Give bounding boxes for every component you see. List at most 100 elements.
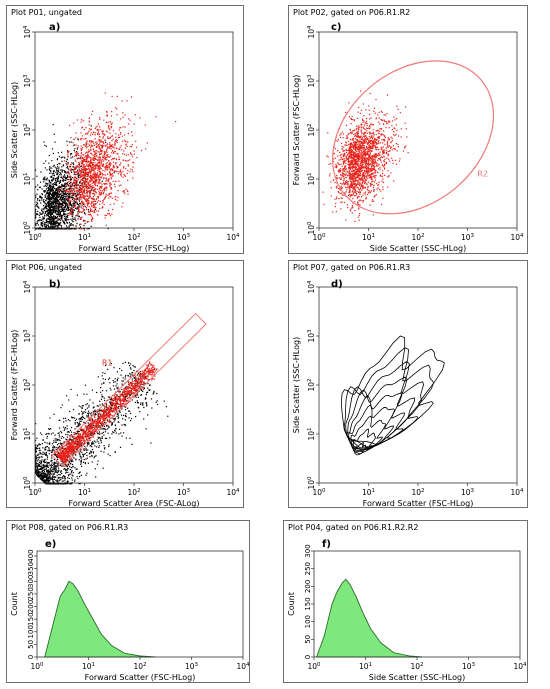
event-point bbox=[106, 111, 108, 113]
event-point bbox=[71, 177, 74, 179]
event-point bbox=[113, 157, 116, 160]
event-point bbox=[359, 90, 362, 92]
event-point bbox=[98, 159, 100, 161]
event-point bbox=[129, 119, 131, 121]
event-point bbox=[352, 138, 354, 140]
event-point bbox=[53, 217, 55, 219]
event-point bbox=[52, 183, 55, 185]
event-point bbox=[61, 151, 63, 153]
event-point bbox=[364, 139, 366, 141]
event-point bbox=[73, 138, 75, 140]
event-point bbox=[81, 204, 83, 207]
event-point bbox=[59, 228, 61, 230]
event-point bbox=[49, 166, 51, 168]
event-point bbox=[94, 183, 96, 186]
event-point bbox=[105, 224, 107, 226]
event-point bbox=[117, 171, 119, 173]
event-point bbox=[112, 130, 115, 132]
event-point bbox=[105, 145, 107, 147]
event-point bbox=[108, 180, 110, 182]
event-point bbox=[80, 198, 82, 201]
event-point bbox=[368, 176, 371, 179]
event-point bbox=[83, 188, 86, 190]
event-point bbox=[52, 200, 54, 202]
event-point bbox=[358, 125, 360, 127]
event-point bbox=[49, 172, 51, 175]
event-point bbox=[388, 138, 390, 140]
event-point bbox=[55, 183, 57, 185]
event-point bbox=[85, 158, 87, 160]
event-point bbox=[94, 189, 96, 191]
event-point bbox=[368, 136, 370, 138]
event-point bbox=[85, 187, 87, 189]
event-point bbox=[74, 204, 76, 206]
event-point bbox=[84, 166, 87, 168]
event-point bbox=[88, 168, 91, 171]
event-point bbox=[100, 187, 102, 189]
event-point bbox=[347, 181, 349, 183]
event-point bbox=[379, 174, 382, 176]
event-point bbox=[55, 196, 57, 198]
event-point bbox=[89, 171, 91, 173]
event-point bbox=[41, 228, 43, 230]
event-point bbox=[59, 186, 62, 188]
event-point bbox=[73, 201, 75, 203]
event-point bbox=[132, 166, 134, 168]
event-point bbox=[80, 139, 82, 141]
event-point bbox=[67, 209, 69, 211]
event-point bbox=[352, 197, 354, 200]
event-point bbox=[347, 166, 350, 169]
event-point bbox=[75, 192, 77, 195]
event-point bbox=[385, 152, 387, 155]
event-point bbox=[344, 186, 347, 188]
event-point bbox=[348, 173, 350, 175]
event-point bbox=[99, 116, 101, 119]
event-point bbox=[64, 193, 66, 195]
event-point bbox=[348, 152, 350, 154]
event-point bbox=[92, 164, 94, 166]
event-point bbox=[51, 148, 54, 150]
event-point bbox=[364, 165, 367, 167]
event-point bbox=[375, 139, 377, 142]
event-point bbox=[363, 132, 365, 134]
event-point bbox=[335, 186, 337, 188]
event-point bbox=[83, 174, 85, 177]
event-point bbox=[335, 165, 337, 168]
event-point bbox=[355, 158, 357, 160]
event-point bbox=[67, 200, 69, 202]
event-point bbox=[356, 160, 358, 162]
event-point bbox=[89, 189, 91, 192]
event-point bbox=[365, 147, 368, 149]
event-point bbox=[89, 197, 91, 199]
event-point bbox=[365, 167, 367, 169]
event-point bbox=[93, 144, 95, 147]
event-point bbox=[53, 219, 55, 221]
event-point bbox=[108, 178, 110, 180]
event-point bbox=[378, 117, 380, 119]
event-point bbox=[86, 180, 88, 183]
event-point bbox=[100, 191, 103, 194]
panel-c: Plot P02, gated on P06.R1.R2 100 101 102 10… bbox=[288, 5, 528, 254]
event-point bbox=[364, 141, 367, 144]
event-point bbox=[50, 215, 52, 217]
event-point bbox=[360, 129, 362, 131]
event-point bbox=[51, 176, 53, 178]
event-point bbox=[121, 149, 123, 151]
y-tick-label: 101 bbox=[23, 172, 32, 185]
event-point bbox=[355, 166, 357, 168]
event-point bbox=[117, 134, 120, 136]
event-point bbox=[355, 192, 357, 194]
event-point bbox=[84, 189, 86, 192]
event-point bbox=[69, 186, 71, 188]
event-point bbox=[79, 224, 81, 226]
event-point bbox=[57, 152, 59, 154]
event-point bbox=[68, 204, 70, 206]
event-point bbox=[354, 144, 357, 146]
event-point bbox=[66, 222, 69, 224]
event-point bbox=[349, 155, 351, 158]
event-point bbox=[59, 224, 61, 226]
event-point bbox=[362, 173, 364, 175]
event-point bbox=[63, 201, 65, 204]
event-point bbox=[358, 184, 361, 187]
event-point bbox=[37, 189, 39, 191]
